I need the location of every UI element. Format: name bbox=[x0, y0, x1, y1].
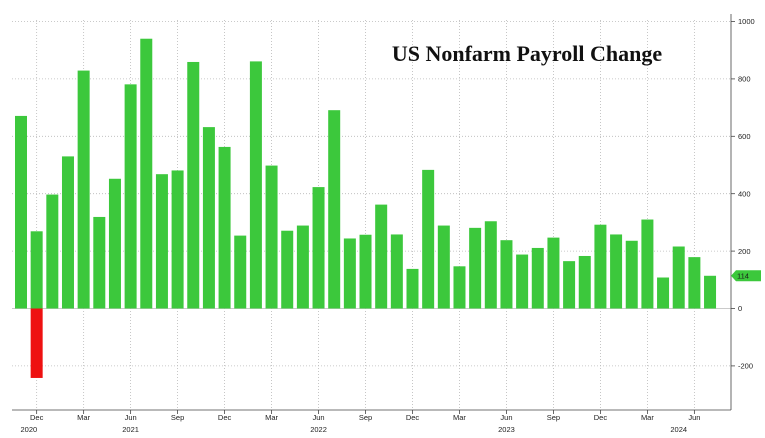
chart-title: US Nonfarm Payroll Change bbox=[392, 41, 663, 66]
x-tick-label: Jun bbox=[500, 413, 512, 422]
bar bbox=[531, 247, 544, 309]
x-year-label: 2024 bbox=[670, 425, 687, 434]
bar bbox=[359, 234, 372, 309]
bar bbox=[704, 275, 717, 309]
bar bbox=[390, 234, 403, 309]
bar bbox=[108, 178, 121, 309]
bar bbox=[343, 238, 356, 309]
x-tick-label: Sep bbox=[359, 413, 372, 422]
x-tick-label: Mar bbox=[453, 413, 466, 422]
y-tick-label: 600 bbox=[738, 132, 751, 141]
bar bbox=[563, 261, 576, 309]
bar bbox=[453, 266, 466, 309]
bar bbox=[578, 255, 591, 309]
bar bbox=[218, 146, 231, 309]
bar bbox=[15, 115, 27, 309]
bar bbox=[234, 235, 247, 309]
x-tick-label: Dec bbox=[406, 413, 420, 422]
bar bbox=[688, 257, 701, 309]
bar bbox=[93, 216, 106, 309]
y-tick-label: 0 bbox=[738, 304, 742, 313]
x-tick-label: Mar bbox=[641, 413, 654, 422]
x-tick-label: Sep bbox=[547, 413, 560, 422]
y-tick-label: 400 bbox=[738, 189, 751, 198]
x-tick-label: Jun bbox=[125, 413, 137, 422]
bar bbox=[484, 221, 497, 309]
x-tick-label: Mar bbox=[77, 413, 90, 422]
bar bbox=[516, 254, 529, 309]
bar bbox=[610, 234, 623, 309]
bar bbox=[437, 225, 450, 309]
bar bbox=[469, 227, 482, 309]
x-year-label: 2020 bbox=[20, 425, 37, 434]
bar bbox=[124, 84, 137, 309]
x-year-label: 2021 bbox=[122, 425, 139, 434]
bar bbox=[547, 237, 560, 309]
bar bbox=[187, 61, 200, 309]
bar bbox=[657, 277, 670, 309]
bar bbox=[61, 156, 74, 309]
x-tick-label: Dec bbox=[594, 413, 608, 422]
bar bbox=[422, 169, 435, 309]
bar bbox=[249, 61, 262, 309]
bar bbox=[328, 110, 341, 309]
bar bbox=[406, 268, 419, 309]
y-tick-label: -200 bbox=[738, 362, 753, 371]
bar bbox=[296, 225, 309, 309]
y-tick-label: 200 bbox=[738, 247, 751, 256]
bar bbox=[171, 170, 184, 309]
bar bbox=[672, 246, 685, 309]
bar bbox=[140, 38, 153, 309]
bar bbox=[594, 224, 607, 309]
bar bbox=[202, 127, 215, 309]
bar bbox=[46, 194, 59, 309]
x-year-label: 2022 bbox=[310, 425, 327, 434]
x-tick-label: Dec bbox=[30, 413, 44, 422]
bar bbox=[625, 240, 638, 309]
x-tick-label: Jun bbox=[312, 413, 324, 422]
axis-layer: -200 0 200 400 600 800 1000 Dec Mar Jun Sep Dec Mar J… bbox=[12, 14, 761, 434]
bar bbox=[375, 204, 388, 309]
bar bbox=[641, 219, 654, 309]
x-tick-label: Dec bbox=[218, 413, 232, 422]
bars-layer bbox=[15, 38, 717, 378]
y-tick-label: 1000 bbox=[738, 17, 755, 26]
bar bbox=[500, 240, 513, 309]
last-value-tag bbox=[731, 270, 761, 282]
x-tick-label: Sep bbox=[171, 413, 184, 422]
bar bbox=[281, 230, 294, 309]
bar bbox=[312, 187, 325, 309]
x-year-label: 2023 bbox=[498, 425, 515, 434]
bar bbox=[265, 165, 278, 309]
y-tick-label: 800 bbox=[738, 75, 751, 84]
bar bbox=[77, 70, 90, 309]
bar bbox=[30, 231, 43, 309]
bar-negative bbox=[30, 308, 43, 378]
x-tick-label: Mar bbox=[265, 413, 278, 422]
x-tick-label: Jun bbox=[688, 413, 700, 422]
bar bbox=[155, 174, 168, 309]
last-value-label: 114 bbox=[737, 271, 749, 280]
